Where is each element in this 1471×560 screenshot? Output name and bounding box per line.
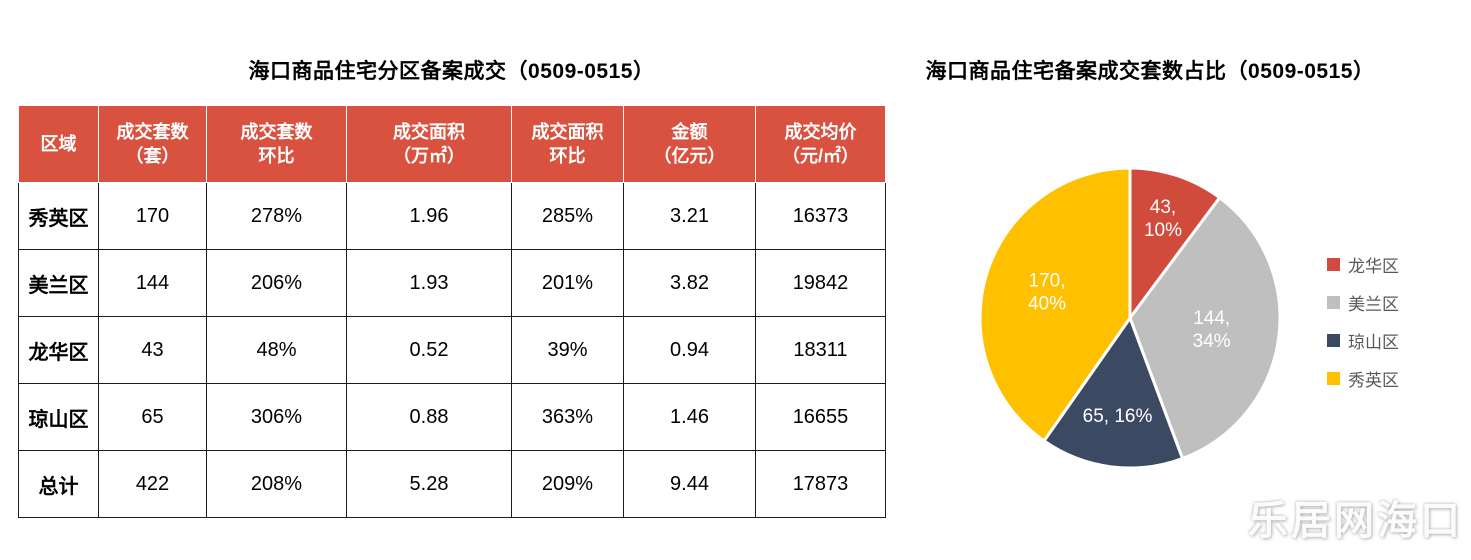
table-cell: 1.93: [346, 249, 512, 317]
table-header-cell: 成交面积 （万㎡）: [346, 105, 512, 183]
table-cell: 3.82: [623, 249, 756, 317]
legend-swatch: [1327, 296, 1340, 309]
table-cell: 206%: [206, 249, 347, 317]
legend-item-龙华区: 龙华区: [1327, 252, 1399, 277]
legend-item-秀英区: 秀英区: [1327, 366, 1399, 391]
table-cell: 43: [98, 316, 207, 384]
table-cell: 48%: [206, 316, 347, 384]
region-cell: 琼山区: [18, 383, 99, 451]
table-header-cell: 成交套数 （套）: [98, 105, 207, 183]
table-cell: 1.46: [623, 383, 756, 451]
table-row: 琼山区 65 306% 0.88 363% 1.46 16655: [18, 383, 886, 451]
legend-swatch: [1327, 258, 1340, 271]
table-row: 龙华区 43 48% 0.52 39% 0.94 18311: [18, 316, 886, 384]
table-cell: 0.52: [346, 316, 512, 384]
table-cell: 3.21: [623, 182, 756, 250]
legend-label: 龙华区: [1348, 257, 1399, 276]
region-cell: 总计: [18, 450, 99, 518]
pie-legend: 龙华区美兰区琼山区秀英区: [1327, 252, 1399, 391]
region-cell: 秀英区: [18, 182, 99, 250]
table-header-row: 区域 成交套数 （套） 成交套数 环比 成交面积 （万㎡） 成交面积 环比 金额 （亿元） 成交均价（…: [18, 105, 886, 183]
legend-swatch: [1327, 334, 1340, 347]
pie-slice-秀英区: [978, 166, 1132, 443]
table-cell: 306%: [206, 383, 347, 451]
transactions-table: 区域 成交套数 （套） 成交套数 环比 成交面积 （万㎡） 成交面积 环比 金额 （亿元） 成交均价（…: [18, 105, 886, 518]
pie-slice-龙华区: [1128, 166, 1222, 320]
table-cell: 19842: [755, 249, 886, 317]
table-cell: 5.28: [346, 450, 512, 518]
table-header-cell: 金额 （亿元）: [623, 105, 756, 183]
pie-slice-label: 170, 40%: [1028, 270, 1066, 314]
table-cell: 208%: [206, 450, 347, 518]
table-cell: 39%: [511, 316, 624, 384]
table-row: 秀英区 170 278% 1.96 285% 3.21 16373: [18, 182, 886, 250]
table-cell: 0.88: [346, 383, 512, 451]
table-cell: 17873: [755, 450, 886, 518]
table-row: 美兰区 144 206% 1.93 201% 3.82 19842: [18, 249, 886, 317]
pie-slice-label: 144, 34%: [1193, 308, 1231, 352]
legend-swatch: [1327, 372, 1340, 385]
pie-chart-title: 海口商品住宅备案成交套数占比（0509-0515）: [925, 60, 1375, 83]
table-header-cell: 成交面积 环比: [511, 105, 624, 183]
table-cell: 285%: [511, 182, 624, 250]
table-cell: 0.94: [623, 316, 756, 384]
table-header-cell: 成交套数 环比: [206, 105, 347, 183]
region-cell: 美兰区: [18, 249, 99, 317]
table-cell: 363%: [511, 383, 624, 451]
table-cell: 170: [98, 182, 207, 250]
legend-label: 琼山区: [1348, 333, 1399, 352]
table-cell: 18311: [755, 316, 886, 384]
legend-item-美兰区: 美兰区: [1327, 290, 1399, 315]
table-cell: 1.96: [346, 182, 512, 250]
table-cell: 201%: [511, 249, 624, 317]
table-cell: 144: [98, 249, 207, 317]
pie-slice-label: 65, 16%: [1083, 406, 1153, 427]
table-cell: 16373: [755, 182, 886, 250]
legend-item-琼山区: 琼山区: [1327, 328, 1399, 353]
table-header-cell: 成交均价 （元/㎡）: [755, 105, 886, 183]
pie-slice-琼山区: [1042, 316, 1184, 470]
table-header-cell: 区域: [18, 105, 99, 183]
table-cell: 209%: [511, 450, 624, 518]
table-cell: 16655: [755, 383, 886, 451]
table-title: 海口商品住宅分区备案成交（0509-0515）: [248, 60, 655, 83]
watermark: 乐居网海口: [1248, 499, 1463, 543]
pie-slice-label: 43, 10%: [1144, 197, 1182, 241]
pie-slice-美兰区: [1128, 196, 1282, 461]
table-cell: 9.44: [623, 450, 756, 518]
legend-label: 秀英区: [1348, 371, 1399, 390]
table-cell: 278%: [206, 182, 347, 250]
table-row: 总计 422 208% 5.28 209% 9.44 17873: [18, 450, 886, 518]
legend-label: 美兰区: [1348, 295, 1399, 314]
region-cell: 龙华区: [18, 316, 99, 384]
table-cell: 65: [98, 383, 207, 451]
pie-chart: 43, 10% 144, 34% 65, 16% 170, 40%: [978, 166, 1282, 470]
table-cell: 422: [98, 450, 207, 518]
